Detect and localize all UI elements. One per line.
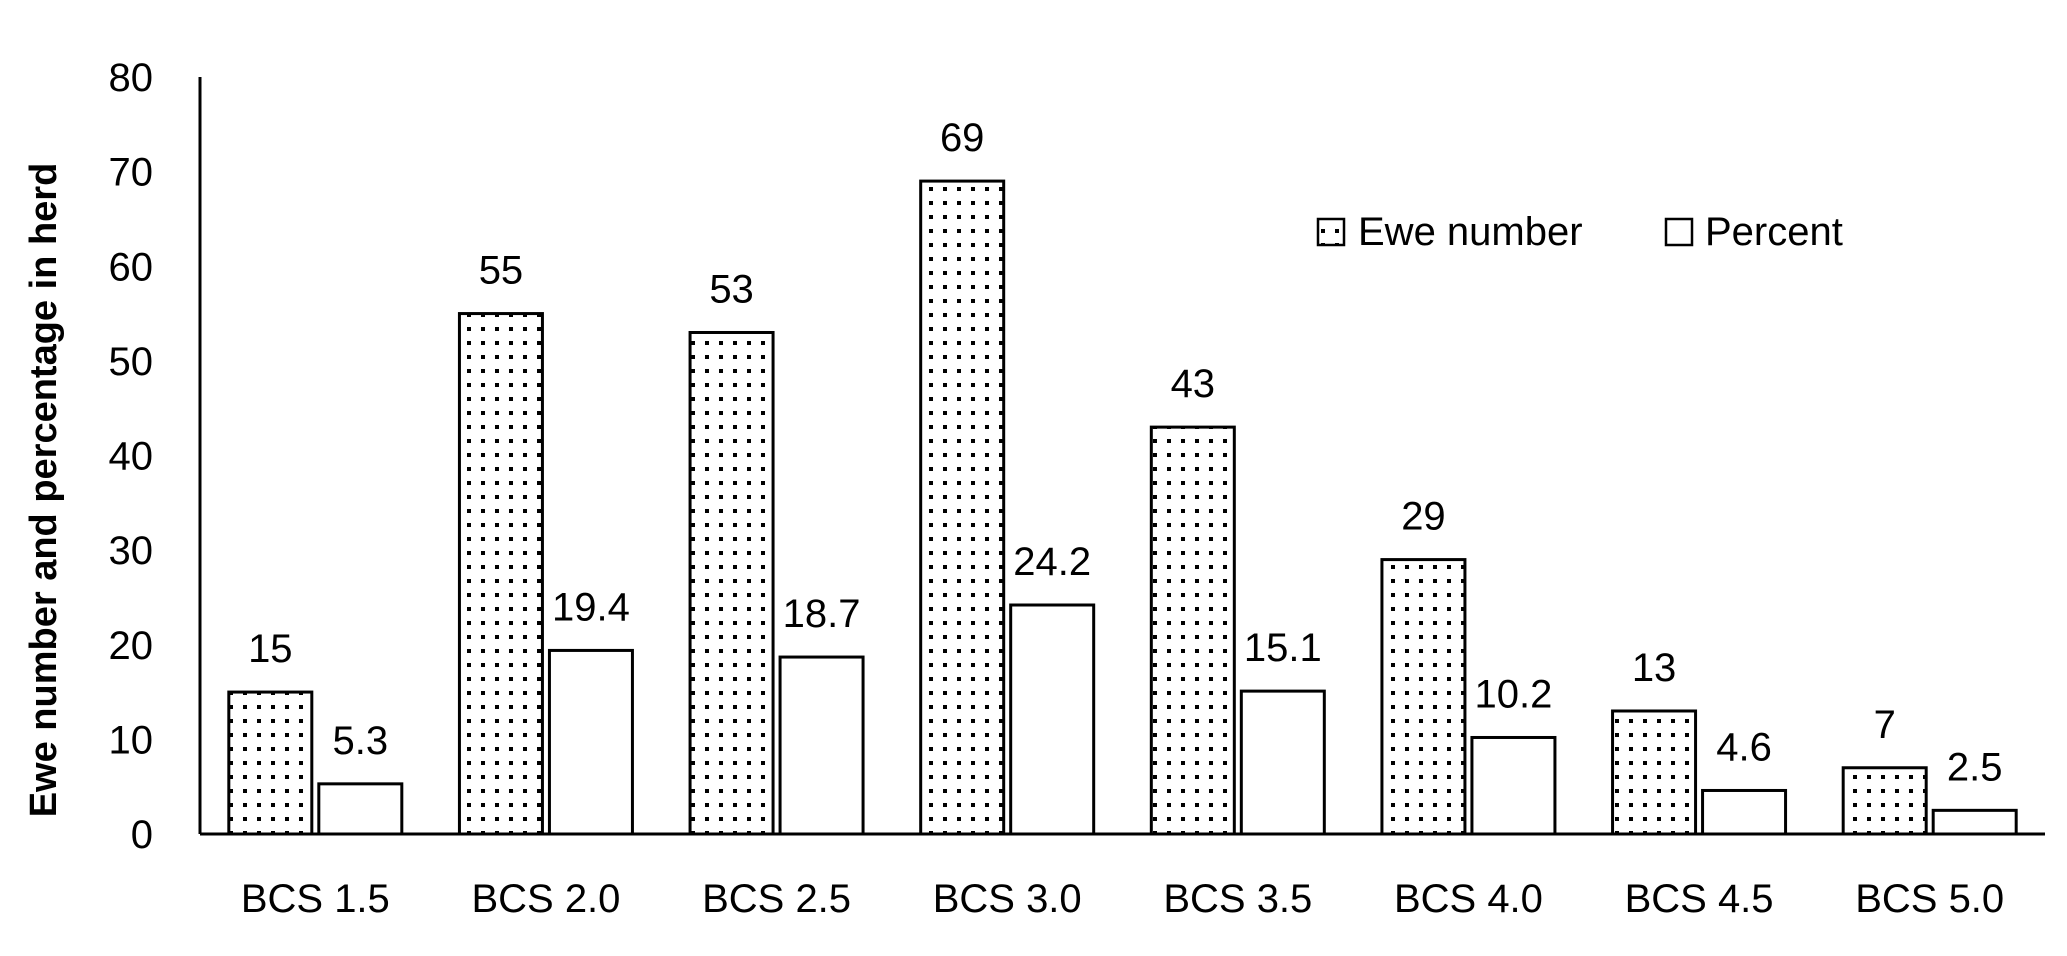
x-tick-label: BCS 3.5: [1163, 877, 1312, 921]
bars: [227, 179, 2018, 836]
y-tick-label: 40: [109, 435, 154, 479]
data-label-percent: 15.1: [1244, 626, 1322, 670]
data-label-ewe-number: 53: [709, 267, 754, 311]
data-label-ewe-number: 7: [1874, 703, 1896, 747]
x-tick-label: BCS 2.5: [702, 877, 851, 921]
x-tick-label: BCS 2.0: [471, 877, 620, 921]
data-label-ewe-number: 43: [1171, 362, 1216, 406]
y-tick-label: 20: [109, 624, 154, 668]
legend-swatch-ewe-number: [1316, 217, 1346, 247]
legend-swatch-percent: [1664, 217, 1694, 247]
x-tick-labels: BCS 1.5 BCS 2.0 BCS 2.5 BCS 3.0 BCS 3.5 BCS 4…: [241, 877, 2004, 921]
x-tick-label: BCS 1.5: [241, 877, 390, 921]
data-label-ewe-number: 55: [479, 249, 524, 293]
bar-ewe-number: [1841, 766, 1928, 836]
data-label-percent: 4.6: [1716, 725, 1772, 769]
bar-ewe-number: [227, 690, 314, 836]
x-tick-label: BCS 3.0: [933, 877, 1082, 921]
bar-percent: [1009, 603, 1096, 836]
bar-ewe-number: [457, 312, 544, 836]
y-tick-label: 50: [109, 340, 154, 384]
data-label-percent: 2.5: [1947, 745, 2003, 789]
bar-ewe-number: [1149, 425, 1236, 836]
legend-label-ewe-number: Ewe number: [1358, 210, 1583, 254]
bar-percent: [317, 782, 404, 836]
y-axis-title-group: Ewe number and percentage in herd: [23, 163, 65, 818]
data-label-percent: 18.7: [783, 592, 861, 636]
x-tick-label: BCS 4.0: [1394, 877, 1543, 921]
bar-percent: [1239, 689, 1326, 836]
data-label-percent: 5.3: [333, 719, 389, 763]
bar-ewe-number: [688, 330, 775, 836]
data-label-percent: 10.2: [1475, 672, 1553, 716]
y-tick-labels: 0 10 20 30 40 50 60 70 80: [109, 56, 154, 857]
data-label-percent: 24.2: [1013, 540, 1091, 584]
data-label-percent: 19.4: [552, 585, 630, 629]
bar-ewe-number: [1380, 558, 1467, 836]
y-tick-label: 10: [109, 718, 154, 762]
bar-ewe-number: [919, 179, 1006, 836]
data-label-ewe-number: 15: [248, 627, 293, 671]
bar-percent: [547, 648, 634, 836]
y-tick-label: 60: [109, 245, 154, 289]
bar-ewe-number: [1611, 709, 1698, 836]
y-tick-label: 0: [131, 813, 153, 857]
bar-percent: [1701, 788, 1788, 836]
bar-percent: [1470, 735, 1557, 836]
y-tick-label: 70: [109, 151, 154, 195]
x-tick-label: BCS 4.5: [1625, 877, 1774, 921]
legend-label-percent: Percent: [1705, 210, 1843, 254]
y-axis-title: Ewe number and percentage in herd: [23, 163, 65, 818]
legend: Ewe number Percent: [1316, 210, 1843, 254]
y-tick-label: 80: [109, 56, 154, 100]
y-tick-label: 30: [109, 529, 154, 573]
data-label-ewe-number: 69: [940, 116, 985, 160]
bar-percent: [1931, 808, 2018, 836]
data-label-ewe-number: 13: [1632, 646, 1677, 690]
bar-percent: [778, 655, 865, 836]
data-label-ewe-number: 29: [1401, 495, 1446, 539]
axes: [198, 77, 2045, 836]
x-tick-label: BCS 5.0: [1855, 877, 2004, 921]
data-labels: 15 5.3 55 19.4 53 18.7 69 24.2 43 15.1 29 10.2 13 4.6…: [248, 116, 2002, 789]
